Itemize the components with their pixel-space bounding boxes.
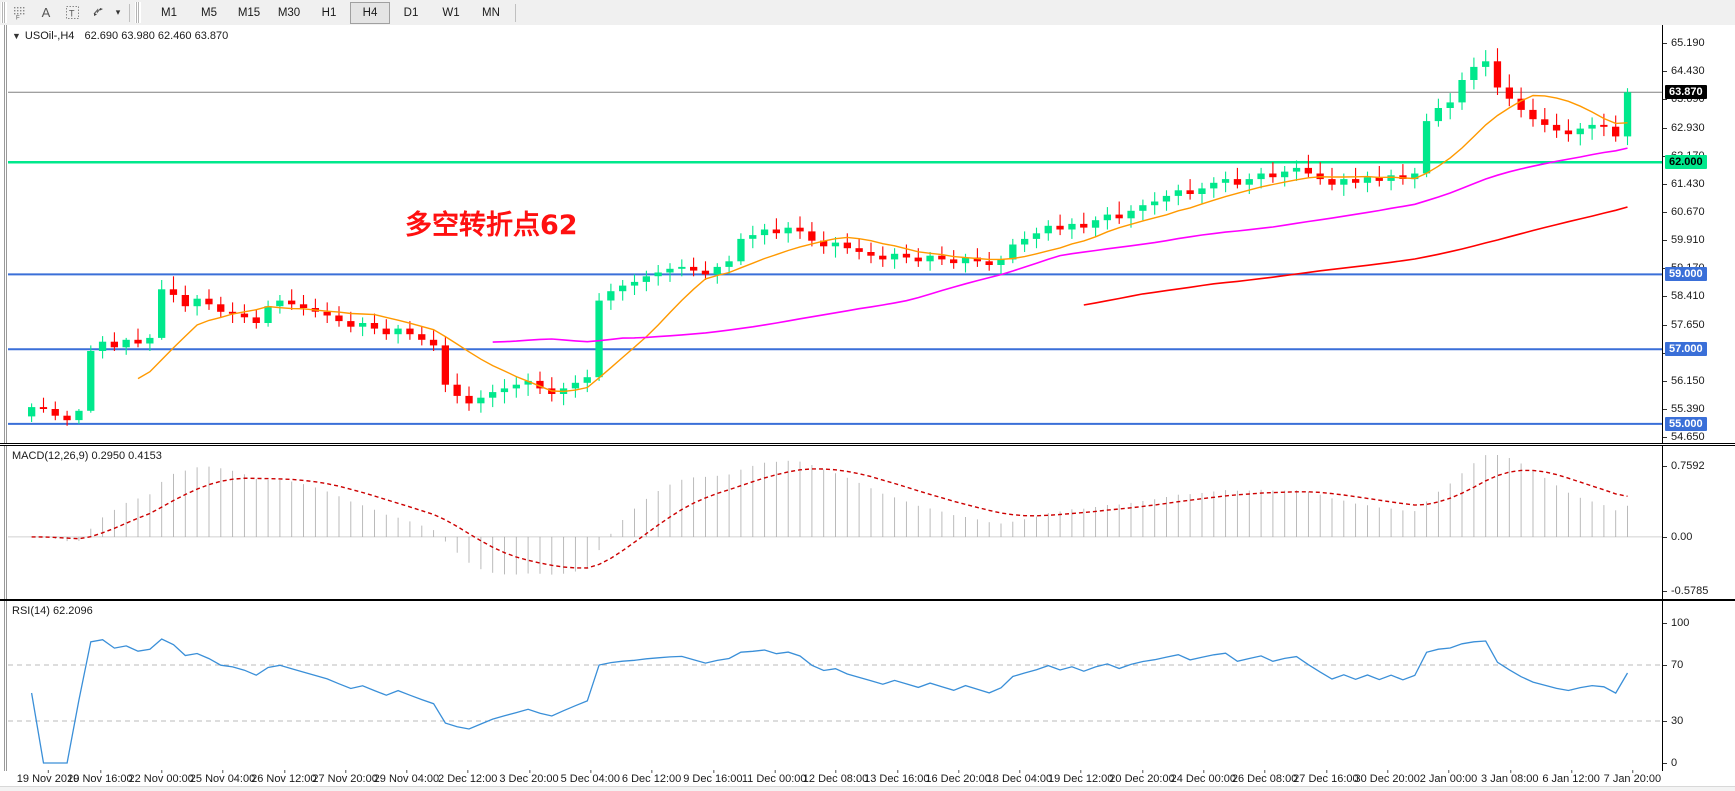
- timeframe-m5[interactable]: M5: [201, 6, 217, 19]
- level-tag-55[interactable]: 55.000: [1665, 416, 1707, 431]
- level-tag-62[interactable]: 62.000: [1665, 155, 1707, 170]
- timeframe-m30[interactable]: M30: [277, 6, 301, 19]
- time-axis-label: 16 Dec 20:00: [925, 770, 991, 785]
- toolbar-grip-1[interactable]: [1, 2, 7, 23]
- last-price-tag[interactable]: 63.870: [1665, 85, 1707, 100]
- time-axis-label: 6 Dec 12:00: [621, 770, 682, 785]
- time-axis-label: 29 Nov 04:00: [373, 770, 440, 785]
- rsi-scale[interactable]: 100 70 30 0: [1662, 601, 1735, 771]
- price-tick: 56.150: [1663, 375, 1705, 387]
- symbol-text: USOil-,H4: [24, 30, 75, 42]
- price-tick: 61.430: [1663, 178, 1705, 190]
- price-tick: 59.910: [1663, 234, 1705, 246]
- time-axis-label: 19 Nov 2019: [16, 770, 80, 785]
- crosshair-grid-icon[interactable]: F: [7, 2, 33, 24]
- time-axis-label: 20 Nov 16:00: [67, 770, 133, 785]
- pane-grip-price[interactable]: [4, 25, 7, 443]
- time-axis-label: 6 Jan 12:00: [1542, 770, 1600, 785]
- time-axis-label: 2 Dec 12:00: [438, 770, 498, 785]
- price-tick: 58.410: [1663, 290, 1705, 302]
- time-axis-label: 24 Dec 00:00: [1170, 770, 1237, 785]
- timeframe-m1[interactable]: M1: [161, 6, 177, 19]
- timeframe-h4[interactable]: H4: [350, 1, 390, 24]
- chart-frame: ▼ USOil-,H4 62.690 63.980 62.460 63.870 多…: [0, 25, 1735, 791]
- time-axis-label: 2 Jan 00:00: [1419, 770, 1478, 785]
- rsi-tick: 0: [1663, 757, 1677, 769]
- time-axis-label: 11 Dec 00:00: [741, 770, 807, 785]
- rsi-plot-area[interactable]: [8, 601, 1735, 771]
- timeframe-m15[interactable]: M15: [237, 6, 261, 19]
- text-box-icon[interactable]: T: [59, 2, 85, 24]
- rsi-label: RSI(14) 62.2096: [12, 605, 93, 617]
- text-label-icon[interactable]: A: [33, 2, 59, 24]
- price-tick: 55.390: [1663, 403, 1705, 415]
- time-axis-label: 7 Jan 20:00: [1603, 770, 1662, 785]
- time-axis-label: 26 Dec 08:00: [1231, 770, 1298, 785]
- symbol-period-label: ▼ USOil-,H4 62.690 63.980 62.460 63.870: [12, 30, 228, 42]
- pane-grip-rsi[interactable]: [4, 601, 7, 771]
- rsi-pane[interactable]: RSI(14) 62.2096 100 70 30 0: [0, 600, 1735, 772]
- price-pane[interactable]: ▼ USOil-,H4 62.690 63.980 62.460 63.870 多…: [0, 25, 1735, 444]
- rsi-tick: 70: [1663, 659, 1683, 671]
- macd-pane[interactable]: MACD(12,26,9) 0.2950 0.4153 0.7592 0.00 -0…: [0, 445, 1735, 600]
- timeframe-d1[interactable]: D1: [403, 6, 419, 19]
- collapse-arrow-icon[interactable]: ▼: [12, 31, 21, 41]
- arrows-icon[interactable]: [85, 2, 111, 24]
- time-axis-label: 5 Dec 04:00: [560, 770, 620, 785]
- price-tick: 60.670: [1663, 206, 1705, 218]
- macd-tick: -0.5785: [1663, 585, 1708, 597]
- dropdown-arrow-icon[interactable]: ▾: [111, 2, 125, 24]
- time-axis-footer: [0, 786, 1735, 791]
- time-axis-label: 13 Dec 16:00: [864, 770, 930, 785]
- main-toolbar: F A T ▾ M1 M5 M15 M30 H1: [0, 0, 1735, 26]
- price-plot-area[interactable]: [8, 25, 1735, 443]
- rsi-tick: 30: [1663, 715, 1683, 727]
- macd-plot-area[interactable]: [8, 446, 1735, 599]
- level-tag-59[interactable]: 59.000: [1665, 267, 1707, 282]
- macd-scale[interactable]: 0.7592 0.00 -0.5785: [1662, 446, 1735, 599]
- time-axis-label: 3 Dec 20:00: [499, 770, 559, 785]
- toolbar-divider-1: [129, 3, 130, 22]
- svg-text:F: F: [16, 15, 20, 20]
- time-axis-label: 22 Nov 00:00: [128, 770, 194, 785]
- time-axis-label: 27 Nov 20:00: [312, 770, 378, 785]
- rsi-tick: 100: [1663, 617, 1689, 629]
- level-tag-57[interactable]: 57.000: [1665, 342, 1707, 357]
- macd-tick: 0.00: [1663, 531, 1692, 543]
- time-axis-label: 3 Jan 08:00: [1481, 770, 1539, 785]
- toolbar-grip-2[interactable]: [135, 2, 141, 23]
- time-axis-label: 30 Dec 20:00: [1354, 770, 1420, 785]
- time-axis-label: 20 Dec 20:00: [1109, 770, 1175, 785]
- price-tick: 65.190: [1663, 37, 1705, 49]
- price-scale[interactable]: 65.19064.43063.69062.93062.17061.43060.6…: [1662, 25, 1735, 443]
- dropdown-arrow-glyph: ▾: [115, 7, 121, 17]
- price-tick: 54.650: [1663, 431, 1705, 443]
- time-axis-label: 27 Dec 16:00: [1293, 770, 1359, 785]
- time-axis-label: 9 Dec 16:00: [683, 770, 743, 785]
- svg-text:T: T: [69, 9, 75, 19]
- time-axis-label: 19 Dec 12:00: [1047, 770, 1114, 785]
- price-tick: 62.930: [1663, 122, 1705, 134]
- time-axis-label: 26 Nov 12:00: [251, 770, 317, 785]
- ohlc-values: 62.690 63.980 62.460 63.870: [84, 30, 229, 42]
- chart-annotation: 多空转折点62: [405, 210, 578, 241]
- price-tick: 64.430: [1663, 65, 1705, 77]
- macd-label: MACD(12,26,9) 0.2950 0.4153: [12, 450, 162, 462]
- timeframe-w1[interactable]: W1: [442, 6, 460, 19]
- macd-tick: 0.7592: [1663, 460, 1705, 472]
- time-axis-label: 25 Nov 04:00: [189, 770, 256, 785]
- time-axis-label: 18 Dec 04:00: [986, 770, 1053, 785]
- timeframe-h1[interactable]: H1: [321, 6, 337, 19]
- pane-grip-macd[interactable]: [4, 446, 7, 599]
- toolbar-divider-2: [515, 3, 516, 22]
- timeframe-mn[interactable]: MN: [482, 6, 500, 19]
- text-label-glyph: A: [41, 5, 51, 20]
- time-axis-label: 12 Dec 08:00: [802, 770, 869, 785]
- price-tick: 57.650: [1663, 319, 1705, 331]
